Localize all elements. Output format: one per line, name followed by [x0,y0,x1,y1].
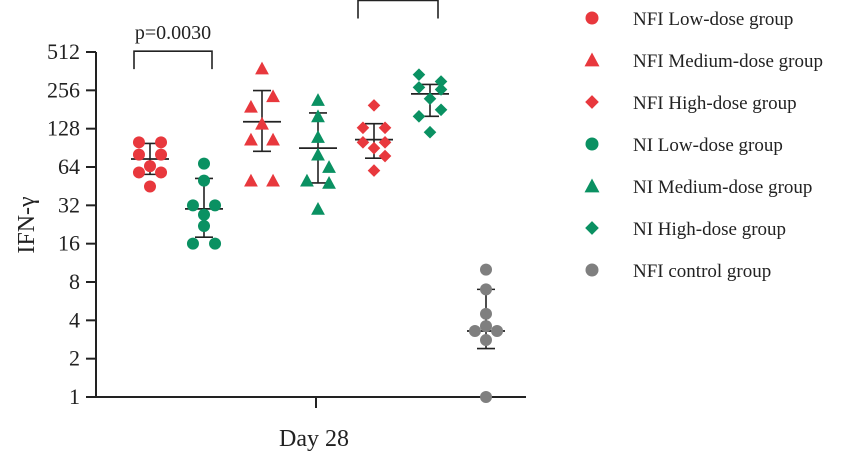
data-point [144,160,156,173]
data-point [367,99,381,112]
error-bars [131,83,505,350]
data-point [266,89,280,103]
data-point [311,130,325,143]
data-point [155,136,168,149]
y-tick-label: 1 [69,384,80,409]
data-point [356,136,370,149]
data-point [412,81,426,94]
y-tick-label: 512 [47,39,80,64]
legend-label: NFI Medium-dose group [633,51,823,72]
data-point [480,307,492,320]
legend-marker [585,221,599,235]
data-point [155,166,168,179]
significance-bracket [133,50,213,70]
legend-marker [585,11,599,25]
data-point [434,75,448,88]
data-point [186,199,199,212]
data-point [480,283,492,296]
legend-label: NI Medium-dose group [633,177,812,198]
data-point [412,110,426,123]
data-point [186,237,199,250]
x-axis-title: Day 28 [279,426,349,452]
data-points [132,61,504,403]
data-point [255,116,269,130]
data-point [244,132,258,146]
data-point [198,220,210,233]
legend-marker [585,95,599,109]
data-point [209,237,222,250]
significance-bracket [357,0,439,19]
data-point [480,334,492,347]
y-tick-label: 32 [58,192,80,217]
y-tick-label: 128 [47,116,80,141]
legend-label: NI High-dose group [633,219,786,240]
data-point [311,202,325,215]
data-point [480,391,492,403]
data-point [198,157,210,170]
data-point [378,149,392,163]
y-tick-label: 64 [58,154,80,179]
legend-marker [585,263,599,277]
data-point [468,324,481,337]
data-point [300,173,314,187]
data-point [255,61,269,75]
y-tick-label: 16 [58,231,80,256]
data-point [244,173,258,187]
data-point [132,166,145,179]
data-point [367,141,381,155]
y-ticks: 1 2 4 8 16 32 64 128 256 512 [47,39,96,409]
legend-marker [584,178,600,193]
significance-annotations: p=0.0030p=0.0047 [133,0,439,70]
data-point [132,136,145,149]
data-point [198,174,210,187]
y-tick-label: 8 [69,269,80,294]
legend-label: NFI High-dose group [633,93,797,114]
data-point [198,208,210,221]
y-tick-label: 2 [69,346,80,371]
legend-label: NFI control group [633,261,771,282]
data-point [412,68,426,81]
data-point [423,92,437,106]
y-axis-title: IFN-γ [14,196,40,254]
data-point [322,160,336,173]
y-tick-label: 4 [69,307,80,332]
data-point [480,263,492,276]
legend-marker [584,52,600,67]
axes: 1 2 4 8 16 32 64 128 256 512 Day 28 IFN-γ [14,39,526,452]
data-point [266,173,280,187]
data-point [311,109,325,123]
data-point [423,125,437,139]
data-point [434,103,448,117]
legend-marker [585,137,599,151]
data-point [434,83,448,96]
data-point [244,99,258,113]
data-point [491,324,504,337]
data-point [378,136,392,149]
data-point [367,164,381,177]
legend-label: NI Low-dose group [633,135,783,156]
data-point [322,176,336,189]
data-point [155,148,168,161]
data-point [378,121,392,135]
data-point [356,121,370,135]
data-point [209,199,222,212]
data-point [311,93,325,106]
data-point [144,180,156,193]
data-point [266,132,280,146]
legend: NFI Low-dose group NFI Medium-dose group N… [584,9,823,282]
y-tick-label: 256 [47,77,80,102]
p-value-label: p=0.0030 [135,22,211,44]
data-point [311,147,325,161]
data-point [132,148,145,161]
data-point [480,320,492,333]
legend-label: NFI Low-dose group [633,9,793,30]
